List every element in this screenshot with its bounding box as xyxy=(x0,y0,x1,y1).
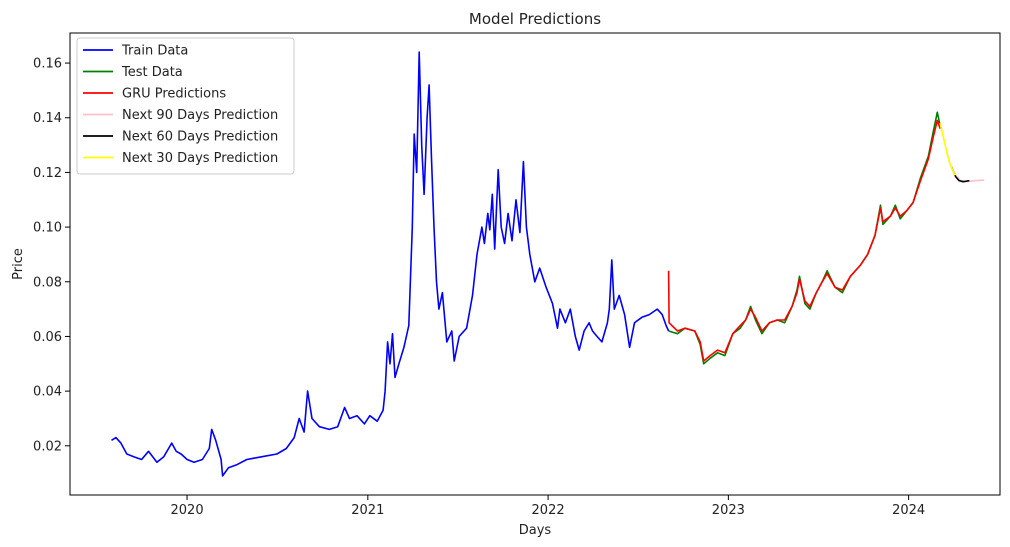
y-axis: 0.02 0.04 0.06 0.08 0.10 0.12 0.14 0.16 xyxy=(33,57,70,454)
y-tick-label: 0.14 xyxy=(33,111,62,126)
series-line-test-data xyxy=(668,111,941,365)
y-tick-label: 0.12 xyxy=(33,166,62,181)
x-tick-label: 2020 xyxy=(171,503,204,518)
legend-label-next-30-days-prediction: Next 30 Days Prediction xyxy=(122,151,278,166)
series-line-next-30-days-prediction xyxy=(939,123,956,176)
y-tick-label: 0.16 xyxy=(33,57,62,72)
series-line-train-data xyxy=(111,51,670,477)
series-line-gru-predictions xyxy=(667,119,941,362)
chart-title: Model Predictions xyxy=(469,10,601,28)
x-tick-label: 2024 xyxy=(892,503,925,518)
y-tick-label: 0.08 xyxy=(33,275,62,290)
legend-label-next-60-days-prediction: Next 60 Days Prediction xyxy=(122,130,278,145)
legend-label-next-90-days-prediction: Next 90 Days Prediction xyxy=(122,108,278,123)
legend-box xyxy=(76,37,295,175)
x-axis-label: Days xyxy=(519,523,552,538)
x-axis: 2020 2021 2022 2023 2024 xyxy=(171,495,925,518)
y-tick-label: 0.02 xyxy=(33,439,62,454)
x-tick-label: 2022 xyxy=(532,503,565,518)
x-tick-label: 2023 xyxy=(712,503,745,518)
y-tick-label: 0.04 xyxy=(33,385,62,400)
y-axis-label: Price xyxy=(11,248,26,280)
x-tick-label: 2021 xyxy=(351,503,384,518)
legend: Train Data Test Data GRU Predictions Next 9… xyxy=(76,37,295,175)
legend-label-train-data: Train Data xyxy=(121,44,188,59)
legend-label-gru-predictions: GRU Predictions xyxy=(122,87,226,102)
axes-frame xyxy=(69,32,1001,496)
y-tick-label: 0.10 xyxy=(33,221,62,236)
y-tick-label: 0.06 xyxy=(33,330,62,345)
legend-label-test-data: Test Data xyxy=(121,65,183,80)
plot-area xyxy=(111,51,985,477)
